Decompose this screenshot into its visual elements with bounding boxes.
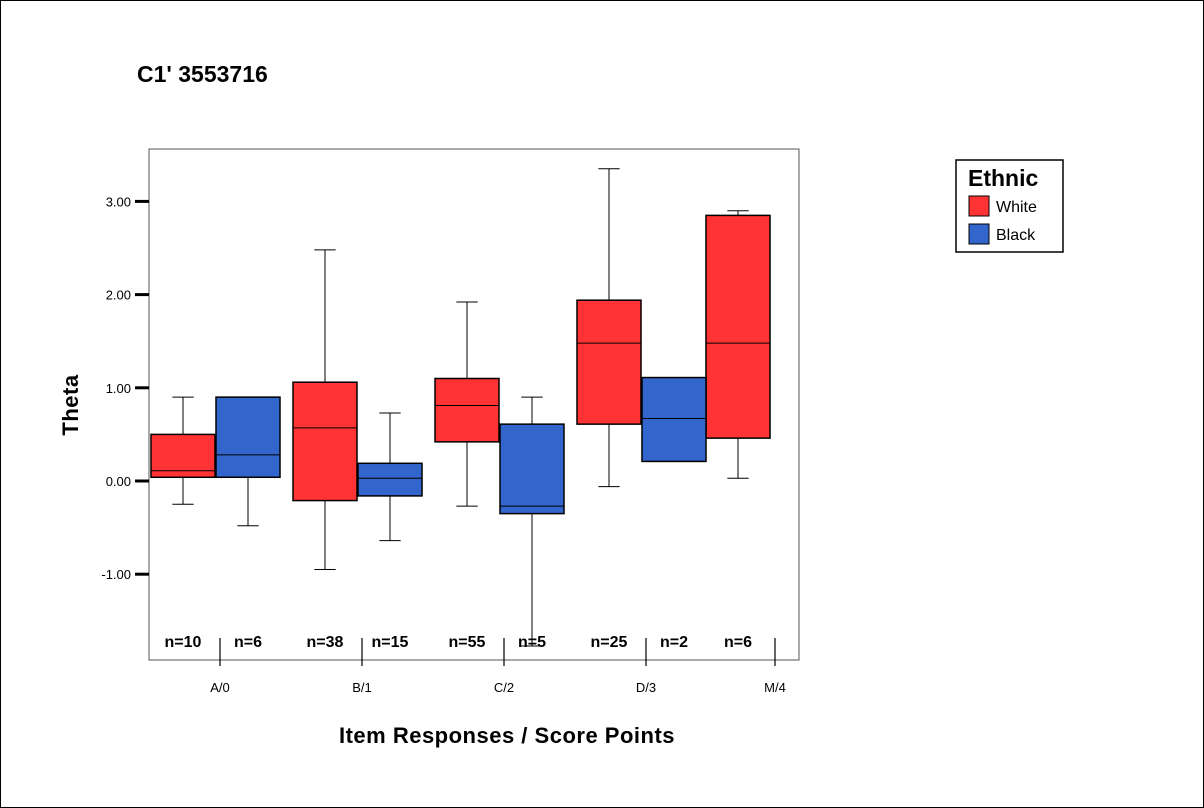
iqr-box	[292, 381, 358, 502]
legend-label-black: Black	[996, 227, 1036, 244]
boxplot-series	[150, 168, 771, 647]
sample-size-labels: n=10 n=38 n=55 n=25 n=6 n=6 n=15 n=5 n=2	[165, 634, 753, 651]
box-white-B-1	[292, 249, 358, 571]
n-label: n=10	[165, 634, 202, 651]
x-tick-label: C/2	[494, 680, 514, 695]
box-black-D-3	[641, 376, 707, 463]
box-white-A-0	[150, 396, 216, 505]
y-tick-label: 2.00	[106, 288, 131, 303]
n-label: n=6	[234, 634, 262, 651]
legend: Ethnic White Black	[955, 159, 1064, 253]
n-label: n=25	[591, 634, 628, 651]
x-tick-label: B/1	[352, 680, 372, 695]
box-black-C-2	[499, 396, 565, 647]
iqr-box	[499, 423, 565, 515]
iqr-box	[357, 462, 423, 497]
box-white-D-3	[576, 168, 642, 488]
n-label: n=5	[518, 634, 546, 651]
n-label: n=15	[372, 634, 409, 651]
n-label: n=38	[307, 634, 344, 651]
iqr-box	[215, 396, 281, 479]
iqr-box	[705, 214, 771, 439]
y-tick-label: -1.00	[101, 567, 131, 582]
legend-label-white: White	[996, 199, 1037, 216]
x-tick-label: A/0	[210, 680, 230, 695]
legend-swatch-black	[968, 223, 990, 245]
n-label: n=2	[660, 634, 688, 651]
iqr-box	[576, 299, 642, 425]
x-axis: A/0 B/1 C/2 D/3 M/4	[210, 638, 786, 695]
box-black-B-1	[357, 412, 423, 542]
x-tick-label: M/4	[764, 680, 786, 695]
iqr-box	[150, 433, 216, 479]
legend-title: Ethnic	[968, 165, 1038, 191]
n-label: n=55	[449, 634, 486, 651]
y-tick-label: 3.00	[106, 194, 131, 209]
chart-title: C1' 3553716	[137, 61, 268, 87]
box-black-A-0	[215, 396, 281, 527]
iqr-box	[641, 376, 707, 463]
n-label: n=6	[724, 634, 752, 651]
x-axis-title: Item Responses / Score Points	[339, 723, 675, 748]
y-tick-label: 0.00	[106, 474, 131, 489]
y-axis: 3.00 2.00 1.00 0.00 -1.00	[101, 194, 149, 582]
box-white-C-2	[434, 301, 500, 507]
x-tick-label: D/3	[636, 680, 656, 695]
iqr-box	[434, 377, 500, 443]
box-white-M-4	[705, 210, 771, 479]
y-tick-label: 1.00	[106, 381, 131, 396]
legend-swatch-white	[968, 195, 990, 217]
y-axis-title: Theta	[58, 374, 83, 435]
